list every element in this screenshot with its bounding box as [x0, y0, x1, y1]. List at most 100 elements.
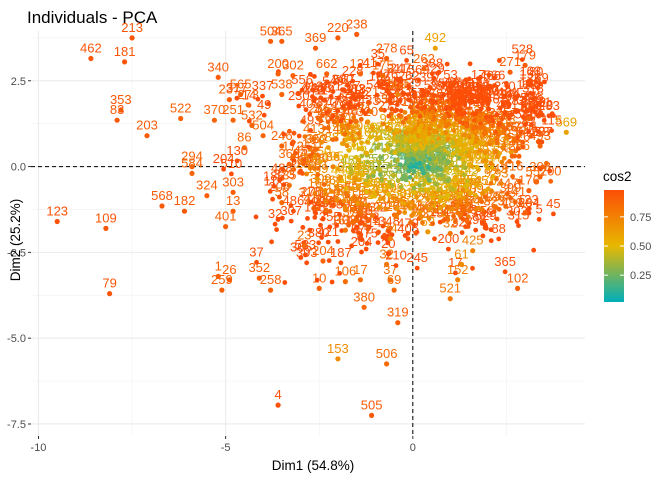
- cloud-label: 447: [497, 175, 519, 190]
- cloud-point: [398, 76, 403, 82]
- cloud-point: [442, 113, 448, 119]
- cloud-point: [336, 95, 341, 101]
- cloud-point: [407, 97, 413, 103]
- cloud-label: 231: [304, 81, 326, 96]
- cloud-point: [376, 229, 381, 235]
- cloud-point: [400, 147, 406, 153]
- y-tick-label: -5.0: [7, 333, 26, 345]
- cloud-label: 275: [300, 184, 322, 199]
- cloud-point: [443, 106, 449, 112]
- data-point: [320, 258, 326, 264]
- cloud-point: [486, 127, 492, 133]
- cloud-point: [408, 219, 414, 225]
- cloud-point: [388, 225, 393, 231]
- cloud-point: [488, 114, 494, 120]
- x-tick-label: -5: [221, 442, 231, 454]
- cloud-point: [446, 205, 452, 211]
- cloud-point: [354, 218, 360, 224]
- cloud-label: 516: [436, 181, 458, 196]
- cloud-label: 200: [438, 231, 460, 246]
- cloud-point: [536, 139, 542, 145]
- cloud-point: [480, 98, 486, 104]
- cloud-point: [453, 183, 458, 189]
- data-point-label: 182: [174, 193, 196, 208]
- data-point-label: 179: [514, 47, 536, 62]
- cloud-point: [386, 91, 392, 97]
- cloud-point: [472, 117, 477, 123]
- cloud-point: [315, 166, 321, 171]
- cloud-point: [302, 134, 308, 140]
- cloud-point: [360, 172, 365, 178]
- cloud-point: [494, 154, 500, 160]
- cloud-label: 187: [330, 245, 352, 260]
- cloud-point: [359, 146, 365, 152]
- cloud-point: [352, 198, 357, 204]
- cloud-point: [551, 211, 556, 217]
- data-point-label: 69: [387, 272, 401, 287]
- data-point-label: 522: [170, 101, 192, 116]
- cloud-point: [303, 252, 308, 258]
- cloud-point: [338, 260, 344, 266]
- cloud-point: [344, 137, 349, 142]
- cloud-point: [406, 119, 412, 125]
- cloud-point: [403, 136, 408, 142]
- cloud-point: [329, 189, 334, 194]
- cloud-point: [310, 87, 316, 93]
- cloud-point: [369, 213, 375, 218]
- cloud-point: [221, 166, 227, 172]
- cloud-point: [462, 95, 467, 101]
- cloud-point: [508, 195, 513, 201]
- data-point: [563, 129, 569, 135]
- cloud-label: 578: [422, 86, 444, 101]
- cloud-point: [436, 123, 442, 129]
- cloud-label: 284: [518, 195, 540, 210]
- cloud-point: [407, 174, 413, 180]
- cloud-point: [517, 178, 522, 184]
- cloud-point: [301, 161, 306, 167]
- cloud-point: [261, 112, 267, 118]
- cloud-point: [409, 109, 415, 115]
- cloud-point: [343, 186, 349, 192]
- cloud-point: [356, 177, 362, 183]
- cloud-point: [452, 80, 458, 85]
- cloud-point: [403, 177, 409, 183]
- data-point-label: 353: [110, 92, 132, 107]
- cloud-point: [414, 109, 420, 115]
- cloud-point: [333, 153, 339, 159]
- cloud-point: [286, 161, 292, 167]
- cloud-point: [493, 129, 498, 135]
- cloud-point: [378, 107, 384, 113]
- cloud-point: [365, 203, 371, 209]
- cloud-point: [446, 121, 451, 127]
- cloud-point: [360, 108, 366, 114]
- cloud-point: [311, 206, 316, 211]
- cloud-point: [405, 144, 411, 150]
- data-point-label: 175: [372, 58, 394, 73]
- cloud-point: [389, 232, 395, 238]
- cloud-point: [514, 219, 520, 225]
- cloud-point: [526, 129, 531, 134]
- cloud-point: [386, 192, 392, 197]
- legend-tick-label: 0.75: [630, 212, 651, 224]
- data-point-label: 509: [387, 77, 409, 92]
- data-point: [279, 91, 285, 98]
- cloud-point: [373, 215, 379, 221]
- cloud-point: [426, 177, 432, 183]
- legend-ticks: 0.75 0.50 0.25: [604, 212, 651, 282]
- data-point: [316, 115, 322, 122]
- cloud-point: [429, 143, 435, 149]
- cloud-point: [380, 195, 386, 201]
- cloud-point: [515, 93, 521, 98]
- cloud-point: [334, 223, 340, 228]
- cloud-point: [516, 154, 522, 159]
- cloud-point: [281, 182, 287, 188]
- cloud-point: [488, 238, 494, 244]
- data-point-label: 237: [219, 82, 241, 97]
- cloud-point: [435, 70, 441, 76]
- cloud-label: 245: [406, 250, 428, 265]
- cloud-point: [342, 206, 348, 212]
- cloud-point: [450, 96, 456, 101]
- cloud-label: 413: [302, 79, 324, 94]
- cloud-point: [339, 123, 345, 129]
- cloud-point: [409, 129, 415, 135]
